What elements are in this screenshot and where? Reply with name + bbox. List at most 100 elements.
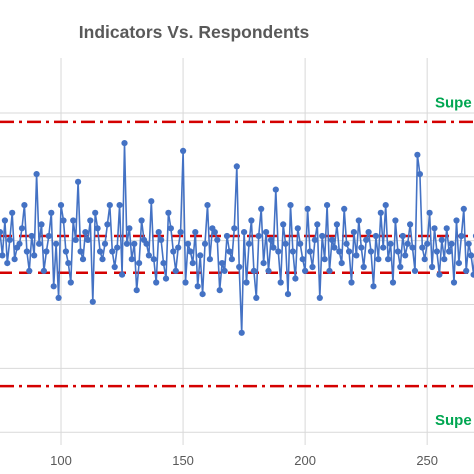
data-point xyxy=(4,260,11,267)
data-point xyxy=(121,140,128,147)
data-point xyxy=(358,244,365,251)
data-point xyxy=(87,217,94,224)
data-point xyxy=(45,232,52,240)
data-point xyxy=(48,209,55,216)
data-point xyxy=(263,229,270,236)
data-point xyxy=(241,229,248,236)
data-point xyxy=(216,287,223,294)
data-point xyxy=(429,263,436,271)
data-point xyxy=(424,240,431,247)
data-point xyxy=(16,240,23,247)
data-point xyxy=(177,229,184,236)
data-point xyxy=(441,256,448,263)
series-layer xyxy=(0,142,474,334)
data-point xyxy=(399,232,406,240)
data-point xyxy=(333,221,340,228)
data-point xyxy=(6,236,13,243)
data-point xyxy=(23,248,30,255)
data-point xyxy=(367,248,375,255)
data-point xyxy=(38,221,45,228)
data-point xyxy=(414,151,421,158)
data-point xyxy=(355,217,362,224)
points-layer xyxy=(0,140,474,336)
data-point xyxy=(155,229,162,236)
data-point xyxy=(419,244,426,251)
data-point xyxy=(79,256,87,263)
data-point xyxy=(99,256,106,263)
x-tick-label: 150 xyxy=(172,453,194,468)
annotation-lower: Supe xyxy=(435,412,472,429)
data-point xyxy=(350,229,357,236)
series-line xyxy=(0,142,474,334)
data-point xyxy=(426,209,433,216)
data-point xyxy=(302,267,309,274)
data-point xyxy=(348,279,355,286)
data-point xyxy=(106,202,113,209)
data-point xyxy=(72,236,79,243)
data-point xyxy=(438,236,445,243)
data-point xyxy=(92,209,99,216)
data-point xyxy=(260,260,267,267)
data-point xyxy=(446,248,453,255)
data-point xyxy=(145,252,152,259)
data-point xyxy=(407,221,414,228)
data-point xyxy=(31,252,38,259)
data-point xyxy=(275,248,282,255)
data-point xyxy=(470,271,474,278)
data-point xyxy=(89,298,96,305)
annotation-upper: Supe xyxy=(435,95,472,112)
data-point xyxy=(314,221,321,228)
data-point xyxy=(197,252,204,259)
data-point xyxy=(165,209,172,216)
annotations-layer: Supe Supe xyxy=(435,95,472,429)
data-point xyxy=(385,256,392,263)
data-point xyxy=(0,252,6,259)
data-point xyxy=(67,279,74,286)
data-point xyxy=(126,225,133,232)
data-point xyxy=(431,225,438,232)
reference-lines-layer xyxy=(0,120,474,388)
data-point xyxy=(175,244,182,251)
data-point xyxy=(299,256,306,263)
data-point xyxy=(206,256,213,263)
data-point xyxy=(148,198,155,205)
data-point xyxy=(189,260,196,267)
data-point xyxy=(267,236,275,243)
data-point xyxy=(0,229,4,236)
data-point xyxy=(243,279,250,286)
x-tick-label: 250 xyxy=(416,453,438,468)
data-point xyxy=(253,294,260,301)
data-point xyxy=(465,240,472,247)
data-point xyxy=(201,240,209,247)
data-point xyxy=(343,240,350,247)
data-point xyxy=(187,248,194,255)
data-point xyxy=(397,263,404,271)
data-point xyxy=(389,279,397,286)
data-point xyxy=(328,236,336,243)
data-point xyxy=(448,240,455,247)
data-point xyxy=(228,256,235,263)
data-point xyxy=(167,225,174,232)
data-point xyxy=(180,147,187,154)
data-point xyxy=(236,263,243,271)
data-point xyxy=(353,252,360,259)
data-point xyxy=(119,271,126,278)
data-point xyxy=(453,217,460,224)
data-point xyxy=(433,248,440,255)
data-point xyxy=(60,217,67,224)
data-point xyxy=(40,267,48,274)
data-point xyxy=(460,205,467,212)
data-point xyxy=(377,209,384,216)
data-point xyxy=(392,217,399,224)
data-point xyxy=(21,202,28,209)
data-point xyxy=(270,244,277,251)
data-point xyxy=(321,256,328,263)
data-point xyxy=(363,236,370,243)
data-point xyxy=(133,287,140,294)
data-point xyxy=(101,240,109,247)
data-point xyxy=(387,240,394,247)
data-point xyxy=(463,267,470,274)
data-point xyxy=(57,202,65,209)
data-point xyxy=(111,263,118,271)
